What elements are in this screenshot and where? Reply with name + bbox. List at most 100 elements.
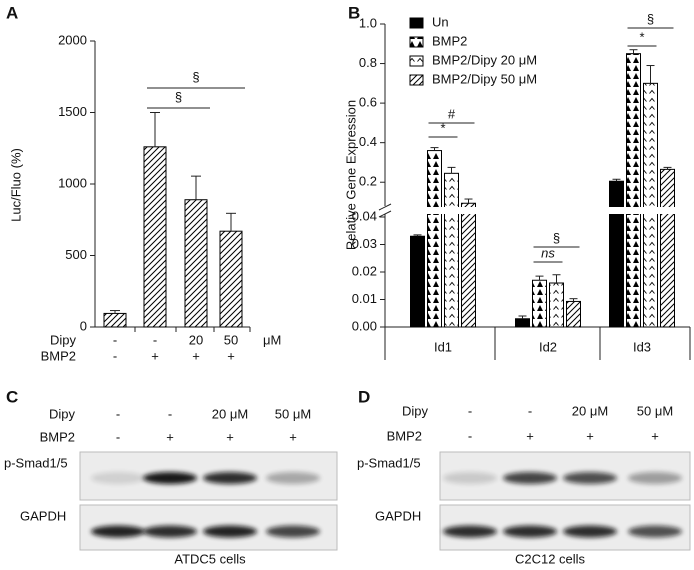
bar <box>219 230 243 328</box>
condition-value: + <box>192 348 200 363</box>
x-tick-label: Id2 <box>539 339 557 354</box>
significance-mark: # <box>448 106 456 121</box>
axis-break <box>377 207 690 214</box>
axis-break-mark <box>378 203 392 211</box>
bar <box>515 318 530 328</box>
band-label: p-Smad1/5 <box>4 455 68 470</box>
unit: μM <box>263 332 281 347</box>
y-tick-label: 0.02 <box>352 263 377 278</box>
significance-mark: § <box>192 69 199 84</box>
band-label: GAPDH <box>20 508 66 523</box>
condition-value: - <box>116 429 120 444</box>
condition-value: + <box>226 429 234 444</box>
bar <box>643 82 658 328</box>
condition-value: - <box>468 428 472 443</box>
caption: C2C12 cells <box>515 551 586 566</box>
legend-label: BMP2/Dipy 20 μM <box>432 52 537 67</box>
condition-value: - <box>116 406 120 421</box>
blot-band <box>203 472 257 484</box>
y-tick-label: 0.6 <box>359 95 377 110</box>
bar <box>609 180 624 328</box>
legend-swatch <box>409 36 424 48</box>
significance-mark: § <box>175 89 182 104</box>
legend-swatch <box>409 55 424 67</box>
significance-mark: § <box>553 230 560 245</box>
y-tick-label: 0.8 <box>359 55 377 70</box>
caption: ATDC5 cells <box>174 551 246 566</box>
blot-band <box>266 525 320 538</box>
y-tick-label: 0.4 <box>359 134 377 149</box>
condition-value: + <box>227 348 235 363</box>
condition-value: + <box>586 428 594 443</box>
y-tick-label: 0.01 <box>352 291 377 306</box>
condition-name: Dipy <box>49 406 76 421</box>
bar <box>427 150 442 328</box>
y-tick-label: 500 <box>65 247 87 262</box>
blot-band <box>91 472 145 484</box>
condition-value: - <box>528 403 532 418</box>
condition-name: BMP2 <box>387 428 422 443</box>
blot-band <box>203 525 257 538</box>
bar <box>549 282 564 328</box>
y-tick-label: 0.2 <box>359 174 377 189</box>
band-label: p-Smad1/5 <box>357 455 421 470</box>
y-tick-label: 0.04 <box>352 208 377 223</box>
x-tick-label: Id1 <box>434 339 452 354</box>
significance-mark: * <box>639 29 644 44</box>
condition-name: Dipy <box>50 332 77 347</box>
blot-band <box>266 472 320 484</box>
panel-letter: A <box>6 3 18 22</box>
blot-band <box>91 525 145 538</box>
y-axis-label: Luc/Fluo (%) <box>8 148 23 222</box>
legend-swatch <box>409 17 424 29</box>
legend-label: BMP2 <box>432 33 467 48</box>
condition-name: BMP2 <box>40 429 75 444</box>
blot-band <box>503 472 557 484</box>
condition-value: + <box>289 429 297 444</box>
condition-value: - <box>468 403 472 418</box>
legend-label: Un <box>432 14 449 29</box>
bar <box>532 279 547 328</box>
panel-letter: B <box>348 3 360 22</box>
condition-value: 20 μM <box>212 406 248 421</box>
condition-value: + <box>151 348 159 363</box>
condition-value: - <box>168 406 172 421</box>
blot-band <box>443 472 497 484</box>
condition-value: - <box>153 332 157 347</box>
blot-band <box>143 525 197 538</box>
bar <box>566 300 581 328</box>
bar <box>626 53 641 328</box>
bar <box>660 168 675 328</box>
axis-break-mark <box>378 210 392 218</box>
condition-name: Dipy <box>402 403 429 418</box>
blot-band <box>563 525 617 538</box>
significance-mark: ns <box>541 245 555 260</box>
condition-value: 50 μM <box>637 403 673 418</box>
panel-letter: C <box>6 387 18 406</box>
legend-swatch <box>409 74 424 86</box>
condition-value: - <box>113 348 117 363</box>
band-label: GAPDH <box>375 508 421 523</box>
blot-band <box>563 472 617 484</box>
condition-value: 20 μM <box>572 403 608 418</box>
bar <box>461 202 476 328</box>
significance-mark: § <box>647 11 654 26</box>
bar <box>410 235 425 328</box>
condition-name: BMP2 <box>41 348 76 363</box>
significance-mark: * <box>440 120 445 135</box>
condition-value: + <box>166 429 174 444</box>
y-tick-label: 0.03 <box>352 236 377 251</box>
y-tick-label: 0 <box>80 318 87 333</box>
bar <box>444 172 459 328</box>
condition-value: 50 <box>224 332 238 347</box>
blot-band <box>628 525 682 538</box>
bar <box>184 199 208 328</box>
bar <box>103 312 127 328</box>
y-tick-label: 1000 <box>58 175 87 190</box>
bar <box>143 146 167 328</box>
y-axis-label: Relative Gene Expression <box>343 100 358 250</box>
blot-band <box>143 472 197 484</box>
condition-value: - <box>113 332 117 347</box>
